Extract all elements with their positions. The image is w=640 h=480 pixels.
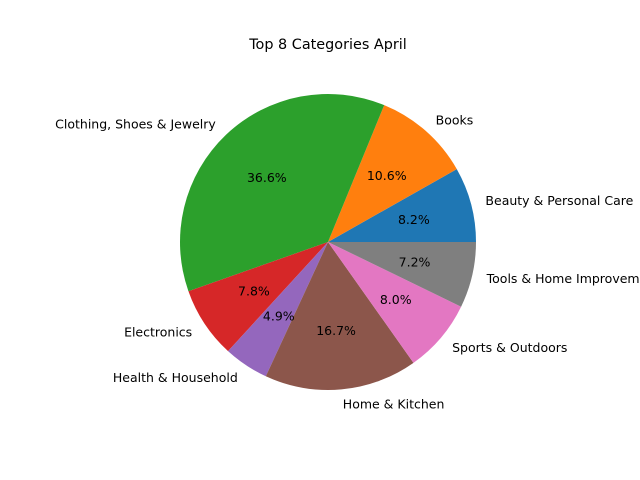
chart-title: Top 8 Categories April	[248, 37, 407, 53]
category-label-sports-and-outdoors: Sports & Outdoors	[452, 340, 567, 355]
pct-label-home-and-kitchen: 16.7%	[316, 323, 356, 338]
category-label-beauty-and-personal-care: Beauty & Personal Care	[485, 193, 633, 208]
category-labels: Beauty & Personal Care Books Clothing, Sho…	[55, 112, 640, 411]
slice-electronics	[188, 242, 328, 352]
category-label-clothing-shoes-and-jewelry: Clothing, Shoes & Jewelry	[55, 117, 216, 132]
pct-label-health-and-household: 4.9%	[263, 308, 295, 323]
category-label-home-and-kitchen: Home & Kitchen	[343, 397, 445, 412]
pct-label-beauty-and-personal-care: 8.2%	[398, 212, 430, 227]
slice-health-and-household	[228, 242, 328, 377]
slice-clothing-shoes-and-jewelry	[180, 94, 385, 292]
pct-label-clothing-shoes-and-jewelry: 36.6%	[247, 170, 287, 185]
category-label-health-and-household: Health & Household	[113, 370, 238, 385]
pct-label-tools-and-home-improvement: 7.2%	[399, 254, 431, 269]
pct-label-sports-and-outdoors: 8.0%	[380, 292, 412, 307]
slice-sports-and-outdoors	[328, 242, 462, 363]
pie-slices	[180, 94, 477, 391]
pct-label-books: 10.6%	[367, 168, 407, 183]
slice-books	[328, 105, 457, 242]
percentage-labels: 8.2% 10.6% 36.6% 7.8% 4.9% 16.7% 8.0% 7.2%	[238, 168, 430, 338]
pct-label-electronics: 7.8%	[238, 283, 270, 298]
slice-home-and-kitchen	[265, 242, 414, 391]
category-label-tools-and-home-improvement: Tools & Home Improvement	[486, 271, 640, 286]
category-label-books: Books	[436, 112, 474, 127]
slice-tools-and-home-improvement	[328, 242, 476, 307]
slice-beauty-and-personal-care	[328, 169, 477, 242]
category-label-electronics: Electronics	[124, 324, 192, 339]
